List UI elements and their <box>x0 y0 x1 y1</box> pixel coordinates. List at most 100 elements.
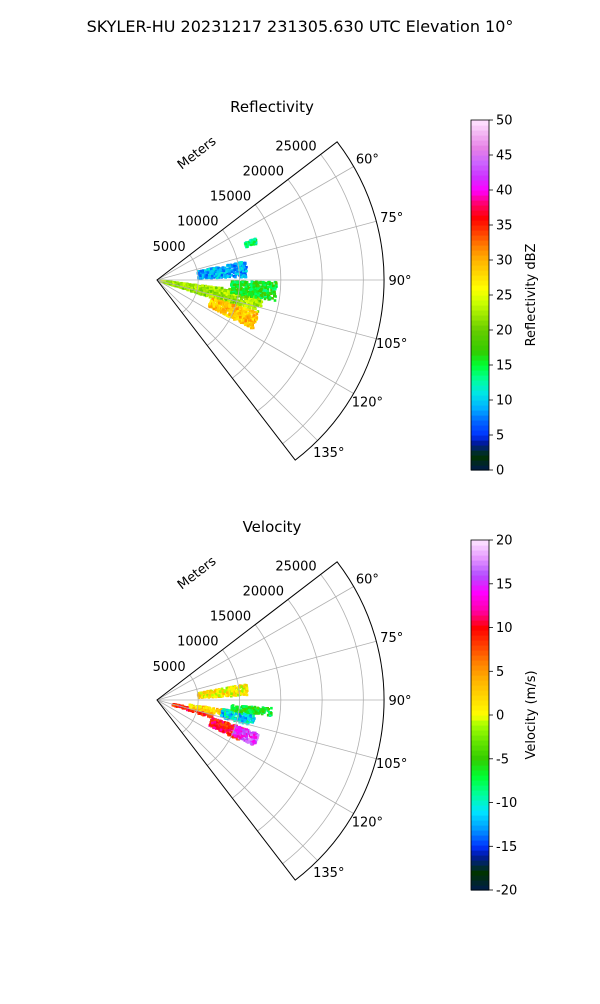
colorbar-swatch <box>471 775 489 781</box>
echo-gate <box>252 299 255 303</box>
echo-gate <box>237 312 240 315</box>
echo-gate <box>248 309 252 313</box>
echo-gate <box>213 724 217 727</box>
echo-gate <box>248 738 251 741</box>
echo-gate <box>197 696 201 700</box>
colorbar-swatch <box>471 565 489 571</box>
echo-gate <box>245 705 248 708</box>
echo-gate <box>192 289 195 293</box>
echo-gate <box>241 270 244 274</box>
echo-gate <box>237 685 241 688</box>
echo-gate <box>244 707 248 710</box>
echo-gate <box>214 295 218 299</box>
echo-gate <box>237 731 240 735</box>
echo-gate <box>212 711 216 715</box>
echo-gate <box>215 302 219 305</box>
echo-gate <box>208 303 211 306</box>
echo-gate <box>217 727 220 730</box>
echo-gate <box>205 288 209 292</box>
colorbar-swatch <box>471 340 489 346</box>
colorbar-swatch <box>471 655 489 661</box>
colorbar-label: Reflectivity dBZ <box>524 244 539 347</box>
echo-gate <box>244 275 248 279</box>
echo-gate <box>266 291 269 295</box>
echo-gate <box>226 309 230 312</box>
colorbar-swatch <box>471 825 489 831</box>
colorbar-swatch <box>471 165 489 171</box>
echo-gate <box>250 742 253 746</box>
echo-gate <box>224 694 228 697</box>
echo-gate <box>257 707 261 711</box>
echo-gate <box>243 721 246 724</box>
echo-gate <box>257 284 260 288</box>
echo-gate <box>239 692 242 695</box>
colorbar-swatch <box>471 375 489 381</box>
radial-tick-label: 20000 <box>243 585 284 600</box>
echo-gate <box>258 299 261 303</box>
echo-gate <box>171 282 175 285</box>
echo-gate <box>215 304 219 307</box>
echo-gate <box>218 272 221 276</box>
echo-gate <box>227 290 230 293</box>
echo-gate <box>242 314 245 317</box>
echo-gate <box>247 285 250 288</box>
echo-gate <box>248 311 251 315</box>
echo-gate <box>210 715 214 719</box>
echo-gate <box>208 289 211 293</box>
colorbar-swatch <box>471 355 489 361</box>
colorbar-swatch <box>471 835 489 841</box>
echo-gate <box>230 283 233 286</box>
echo-gate <box>209 270 212 273</box>
azimuth-spoke <box>156 279 318 441</box>
echo-gate <box>243 693 246 696</box>
echo-gate <box>230 731 233 734</box>
echo-gate <box>201 693 205 697</box>
echo-gate <box>243 716 246 719</box>
echo-gate <box>194 287 197 291</box>
echo-gate <box>214 727 218 730</box>
echo-gate <box>239 265 242 268</box>
echo-gate <box>194 285 197 289</box>
echo-gate <box>254 282 258 286</box>
range-ring <box>257 599 323 832</box>
echo-gate <box>239 291 243 294</box>
echo-gate <box>233 718 237 721</box>
angle-tick-label: 60° <box>356 153 379 168</box>
echo-gate <box>254 284 258 288</box>
echo-gate <box>239 281 242 285</box>
echo-gate <box>253 316 257 319</box>
echo-gate <box>238 712 241 716</box>
range-ring <box>232 624 282 799</box>
echo-gate <box>249 239 252 242</box>
echo-gate <box>215 276 219 280</box>
echo-gate <box>245 304 249 308</box>
echo-gate <box>221 730 225 733</box>
echo-gate <box>254 307 257 310</box>
echo-gate <box>256 290 259 293</box>
echo-gate <box>228 729 232 732</box>
echo-gate <box>219 275 222 279</box>
colorbar-swatch <box>471 280 489 286</box>
echo-gate <box>259 304 263 308</box>
echo-gate <box>259 290 263 293</box>
echo-gate <box>248 283 252 286</box>
echo-gate <box>211 269 215 273</box>
polar-grid <box>156 574 384 865</box>
echo-gate <box>232 707 235 710</box>
echo-gate <box>168 282 172 286</box>
echo-gate <box>235 272 238 276</box>
colorbar-tick-label: 40 <box>496 184 513 199</box>
echo-gate <box>214 299 217 303</box>
echo-gate <box>212 726 216 730</box>
echo-gate <box>274 287 277 291</box>
echo-gate <box>214 709 218 713</box>
radial-tick-label: 10000 <box>177 215 218 230</box>
echo-gate <box>208 693 211 697</box>
echo-gate <box>251 323 254 327</box>
colorbar-swatch <box>471 235 489 241</box>
echo-gate <box>241 281 244 284</box>
echo-gate <box>223 290 226 294</box>
echo-region <box>230 704 273 717</box>
echo-gate <box>209 294 212 297</box>
